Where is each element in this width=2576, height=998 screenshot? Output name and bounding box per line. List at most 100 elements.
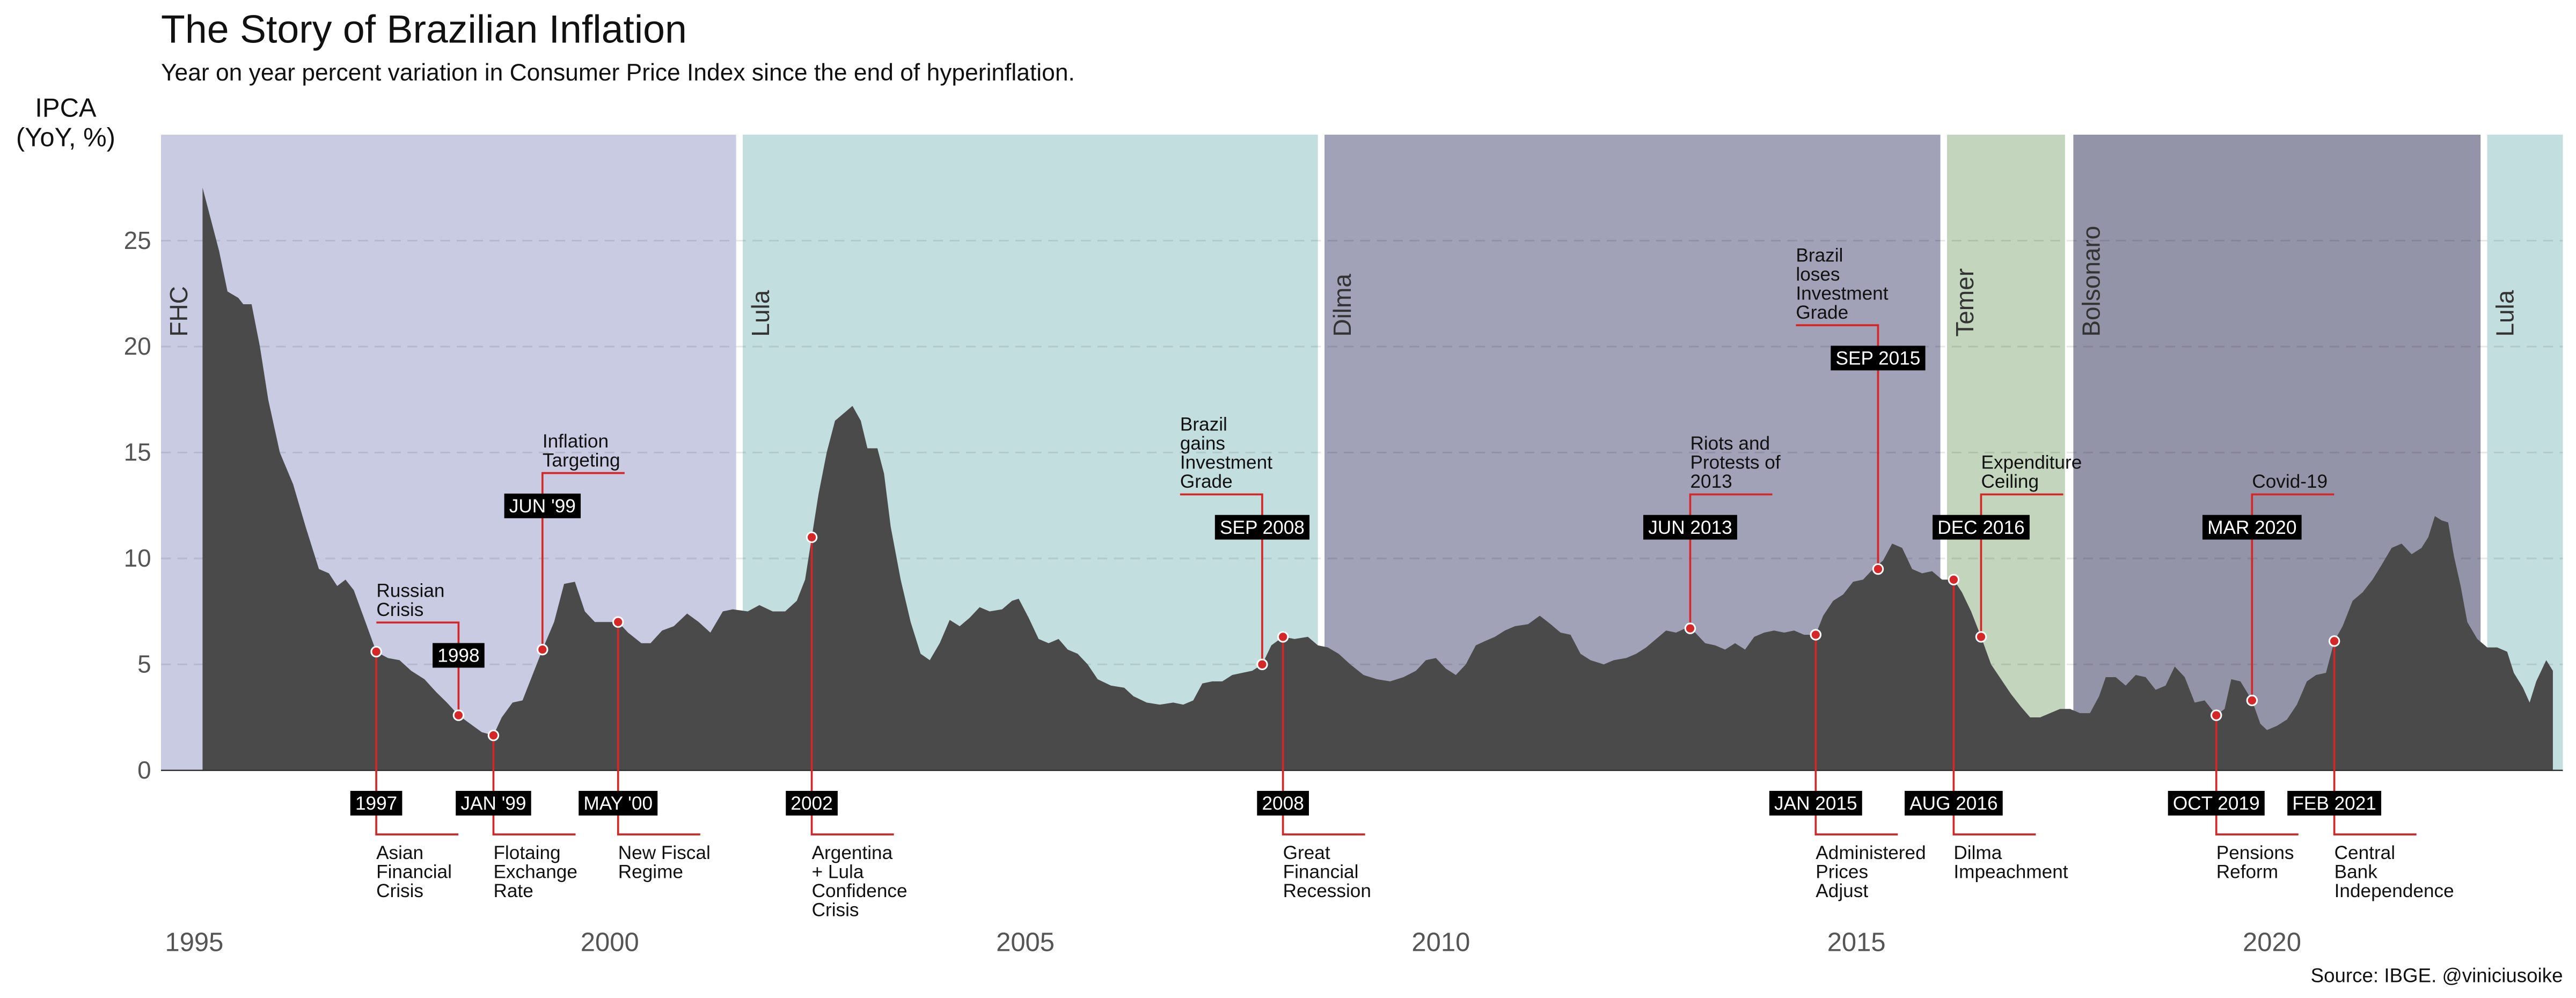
annotation-leader [1952, 579, 2036, 835]
annotation-date: AUG 2016 [1909, 793, 1997, 814]
annotation-line: Independence [2334, 880, 2454, 901]
annotation-date: JAN '99 [460, 793, 526, 814]
annotation-line: Investment [1180, 452, 1272, 473]
annotation-leader [810, 537, 894, 835]
annotation-line: Expenditure [1981, 452, 2082, 473]
annotation-line: loses [1796, 264, 1840, 285]
annotation-leader [376, 621, 460, 716]
annotation-date-box [1214, 515, 1310, 540]
annotation-point [1277, 631, 1289, 643]
annotation-point [2211, 709, 2222, 721]
annotation-date: MAR 2020 [2207, 517, 2296, 538]
y-axis-title: IPCA [35, 93, 97, 122]
annotation-date-box [1769, 790, 1862, 816]
annotation-line: Dilma [1953, 842, 2002, 863]
annotation-line: Crisis [812, 900, 859, 921]
annotation-line: Recession [1283, 880, 1371, 901]
annotation-date: SEP 2015 [1836, 348, 1921, 369]
annotation-date-box [1257, 790, 1309, 816]
annotation-leader [1814, 634, 1898, 835]
annotation-text: Riots and Protests of 2013 [1690, 433, 1780, 492]
annotation-line: Targeting [543, 450, 620, 471]
annotation-date-box [2202, 515, 2302, 540]
annotation-line: Flotaing [493, 842, 560, 863]
annotation-date: JUN '99 [509, 496, 576, 517]
annotation-point [537, 643, 548, 656]
annotation-date: 2002 [791, 793, 832, 814]
annotation-date: 2008 [1262, 793, 1304, 814]
annotation-text: Russian Crisis [376, 580, 444, 620]
period-label: FHC [165, 286, 193, 336]
annotation-line: Rate [493, 880, 533, 901]
annotation-text: Brazil loses Investment Grade [1796, 245, 1888, 323]
period-label: Dilma [1328, 274, 1356, 337]
annotation-leader [375, 651, 459, 835]
annotation-leader [2251, 493, 2334, 701]
annotation-point [1948, 574, 1960, 586]
annotation-date: JUN 2013 [1648, 517, 1732, 538]
annotation-line: Covid-19 [2252, 471, 2328, 492]
annotation-leader [1180, 493, 1263, 665]
annotation-line: Brazil [1180, 414, 1227, 435]
x-tick-label: 2015 [1827, 928, 1886, 957]
area [202, 187, 2553, 770]
y-tick-label: 20 [124, 332, 151, 360]
annotation-line: 2013 [1690, 471, 1732, 492]
source-note: Source: IBGE. @viniciusoike [2311, 965, 2563, 987]
annotation-point [2246, 694, 2258, 707]
x-tick-label: 2005 [996, 928, 1055, 957]
annotation-date: JAN 2015 [1774, 793, 1857, 814]
annotation-point [452, 709, 465, 721]
annotation-date: MAY '00 [583, 793, 653, 814]
annotation-date: 1997 [355, 793, 397, 814]
annotation-line: Great [1283, 842, 1330, 863]
annotation-line: Financial [376, 862, 452, 883]
y-tick-label: 10 [124, 544, 151, 572]
annotation-line: Reform [2216, 862, 2278, 883]
annotation-date-box [579, 790, 658, 816]
annotation-point [2328, 635, 2340, 647]
x-tick-label: 1995 [165, 928, 223, 957]
annotation-date: DEC 2016 [1937, 517, 2024, 538]
annotation-date-box [2287, 790, 2382, 816]
annotation-text: Inflation Targeting [543, 431, 620, 471]
chart-subtitle: Year on year percent variation in Consum… [161, 60, 1075, 86]
period-label: Lula [747, 290, 774, 336]
annotation-line: Grade [1796, 302, 1848, 323]
x-tick-label: 2000 [581, 928, 639, 957]
annotation-point [1684, 622, 1696, 634]
annotation-date: FEB 2021 [2292, 793, 2376, 814]
annotation-line: Riots and [1690, 433, 1770, 454]
y-tick-label: 0 [137, 756, 151, 784]
annotation-text: Covid-19 [2252, 471, 2328, 492]
period-label: Lula [2491, 290, 2519, 336]
annotation-leader [1689, 493, 1773, 629]
annotation-date-box [504, 493, 581, 518]
annotation-text: Dilma Impeachment [1953, 842, 2068, 883]
annotation-line: Protests of [1690, 452, 1780, 473]
annotation-line: Brazil [1796, 245, 1843, 266]
annotation-date-box [433, 643, 485, 668]
y-tick-label: 25 [124, 226, 151, 254]
annotation-line: Asian [376, 842, 423, 863]
annotation-point [806, 531, 818, 544]
annotation-line: Exchange [493, 862, 577, 883]
annotation-date-box [786, 790, 838, 816]
annotation-line: Grade [1180, 471, 1233, 492]
annotation-point [612, 616, 624, 628]
annotation-leader [2215, 715, 2299, 835]
annotation-leader [617, 622, 700, 835]
annotation-point [1975, 631, 1987, 643]
annotation-line: Administered [1816, 842, 1926, 863]
annotation-text: Central Bank Independence [2334, 842, 2454, 901]
x-tick-label: 2020 [2243, 928, 2301, 957]
annotation-line: Pensions [2216, 842, 2294, 863]
annotation-text: Asian Financial Crisis [376, 842, 452, 901]
annotation-date-box [2168, 790, 2265, 816]
annotation-line: Adjust [1816, 880, 1868, 901]
period-label: Bolsonaro [2077, 226, 2105, 337]
annotation-line: Inflation [543, 431, 609, 452]
annotation-point [1810, 629, 1822, 641]
annotation-point [1256, 658, 1268, 670]
